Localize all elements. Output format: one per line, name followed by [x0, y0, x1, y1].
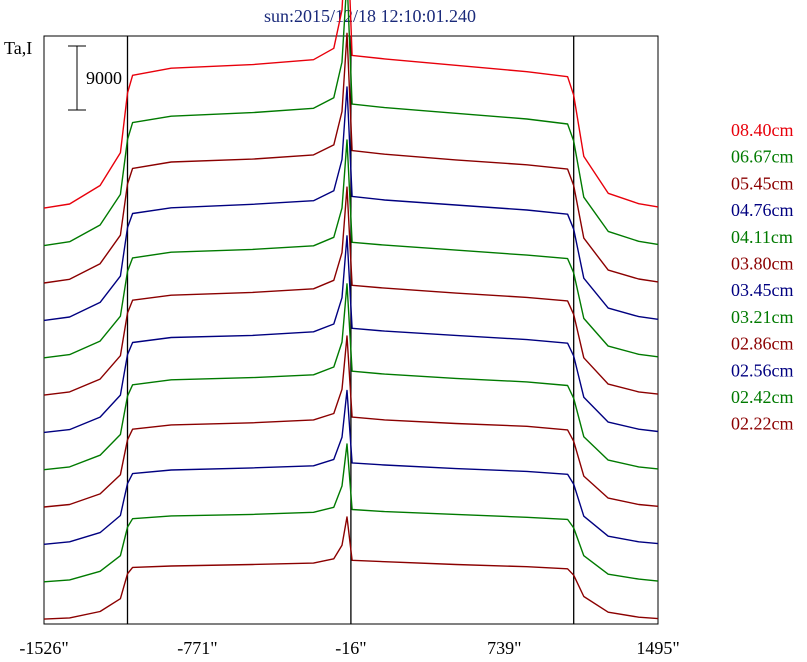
x-tick-label: -16" — [335, 638, 366, 658]
series-line — [43, 0, 659, 209]
x-tick-label: -1526" — [19, 638, 68, 658]
scale-bar-label: 9000 — [86, 68, 122, 88]
series-line — [43, 0, 659, 247]
legend-item: 06.67cm — [731, 147, 794, 167]
x-tick-label: 1495" — [636, 638, 679, 658]
scale-bar: 9000 — [68, 45, 122, 111]
legend-item: 02.56cm — [731, 360, 794, 380]
legend: 08.40cm 06.67cm 05.45cm 04.76cm 04.11cm 03.80… — [731, 120, 794, 434]
legend-item: 03.80cm — [731, 254, 794, 274]
legend-item: 08.40cm — [731, 120, 794, 140]
series-line — [43, 443, 659, 583]
legend-item: 02.86cm — [731, 334, 794, 354]
series-line — [43, 283, 659, 471]
y-axis-label: Ta,I — [4, 38, 32, 58]
series-line — [43, 186, 659, 396]
legend-item: 05.45cm — [731, 173, 794, 193]
x-tick-label: 739" — [487, 638, 521, 658]
series-line — [43, 389, 659, 545]
legend-item: 02.22cm — [731, 414, 794, 434]
legend-item: 03.21cm — [731, 307, 794, 327]
series-line — [43, 32, 659, 284]
legend-item: 04.11cm — [731, 227, 793, 247]
series-line — [43, 335, 659, 508]
legend-item: 04.76cm — [731, 200, 794, 220]
series-lines — [43, 0, 659, 620]
series-line — [43, 139, 659, 359]
legend-item: 02.42cm — [731, 387, 794, 407]
chart-title: sun:2015/12/18 12:10:01.240 — [264, 6, 476, 26]
series-line — [43, 235, 659, 434]
series-line — [43, 516, 659, 620]
legend-item: 03.45cm — [731, 280, 794, 300]
series-line — [43, 86, 659, 322]
x-tick-label: -771" — [177, 638, 217, 658]
x-tick-labels: -1526" -771" -16" 739" 1495" — [19, 638, 679, 658]
